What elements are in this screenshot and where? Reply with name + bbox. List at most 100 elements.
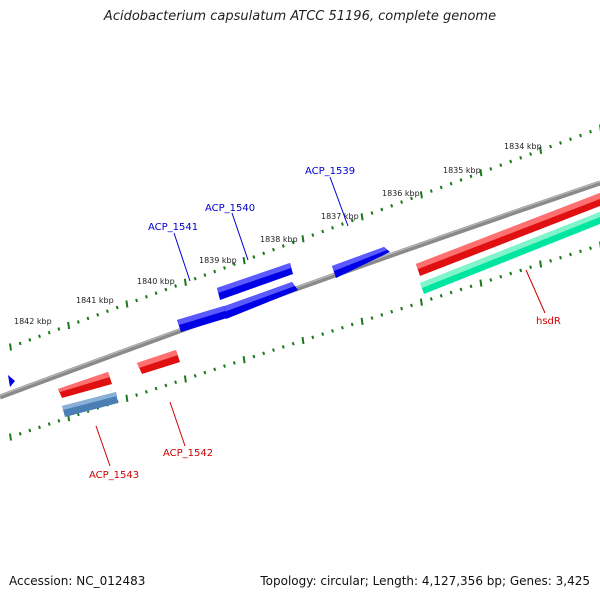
major-tick [419, 191, 423, 199]
minor-tick [499, 274, 503, 279]
minor-tick [144, 294, 148, 299]
minor-tick [509, 271, 513, 276]
minor-tick [105, 309, 109, 314]
minor-tick [272, 348, 275, 352]
label-hsdR[interactable]: hsdR [536, 316, 561, 327]
label-acp-1540[interactable]: ACP_1540 [205, 203, 255, 214]
major-tick [183, 375, 187, 383]
gene-hsdR-rna[interactable] [420, 212, 600, 294]
minor-tick [203, 273, 207, 277]
minor-tick [509, 159, 513, 164]
minor-tick [281, 244, 285, 248]
minor-tick [579, 133, 582, 138]
genome-backbone-highlight [0, 180, 600, 397]
minor-tick [135, 393, 139, 397]
minor-tick [340, 222, 344, 226]
minor-tick [262, 351, 266, 356]
minor-tick [370, 316, 374, 320]
minor-tick [569, 137, 572, 142]
minor-tick [400, 306, 404, 311]
minor-tick [390, 203, 394, 208]
minor-tick [47, 422, 51, 426]
minor-tick [154, 386, 158, 391]
minor-tick [38, 425, 41, 430]
minor-tick [429, 189, 433, 193]
gene-acp-1543-other[interactable] [62, 392, 118, 417]
accession-text: Accession: NC_012483 [9, 574, 146, 588]
gene-hsdR[interactable] [416, 193, 600, 276]
minor-tick [519, 155, 523, 160]
kbp-label-1836: 1836 kbp [382, 189, 420, 198]
minor-tick [252, 354, 256, 359]
minor-tick [154, 291, 158, 296]
label-acp-1542[interactable]: ACP_1542 [163, 448, 213, 459]
minor-tick [519, 268, 523, 273]
leader-acp-1542 [169, 401, 186, 447]
minor-tick [281, 345, 285, 349]
minor-tick [262, 251, 266, 256]
minor-tick [18, 341, 22, 346]
minor-tick [223, 364, 226, 368]
minor-tick [559, 255, 562, 260]
gene-acp-1542[interactable] [137, 350, 180, 374]
gene-edge-marker[interactable] [8, 375, 15, 387]
minor-tick [115, 305, 119, 310]
gene-acp-1540[interactable] [217, 263, 293, 300]
minor-tick [529, 265, 533, 270]
minor-tick [469, 174, 473, 179]
minor-tick [193, 276, 197, 281]
minor-tick [350, 218, 354, 223]
minor-tick [459, 287, 463, 292]
major-tick [9, 343, 12, 351]
kbp-label-1835: 1835 kbp [443, 166, 481, 175]
genome-backbone [0, 180, 600, 400]
minor-tick [559, 141, 562, 145]
minor-tick [331, 329, 334, 333]
kbp-label-1834: 1834 kbp [504, 142, 542, 151]
minor-tick [439, 185, 443, 190]
label-acp-1539[interactable]: ACP_1539 [305, 166, 355, 177]
minor-tick [589, 129, 592, 134]
minor-tick [311, 233, 315, 237]
gene-acp-1541[interactable] [177, 306, 227, 332]
minor-tick [223, 266, 226, 270]
minor-tick [370, 211, 374, 215]
minor-tick [489, 278, 493, 282]
leader-acp-1540 [231, 212, 249, 261]
major-tick [301, 336, 305, 345]
minor-tick [579, 249, 582, 254]
kbp-label-1842: 1842 kbp [14, 317, 52, 326]
gene-acp-1540b[interactable] [222, 282, 298, 319]
leader-acp-1539 [329, 176, 349, 227]
major-tick [125, 394, 129, 402]
major-tick [360, 317, 364, 325]
gene-acp-1543[interactable] [58, 372, 112, 398]
minor-tick [213, 367, 217, 372]
minor-tick [569, 252, 572, 257]
minor-tick [86, 316, 90, 321]
minor-tick [76, 320, 80, 324]
minor-tick [459, 178, 463, 182]
minor-tick [291, 341, 295, 346]
minor-tick [429, 297, 433, 301]
kbp-label-1839: 1839 kbp [199, 256, 237, 265]
minor-tick [144, 389, 148, 394]
minor-tick [340, 325, 344, 330]
label-acp-1543[interactable]: ACP_1543 [89, 470, 139, 481]
leader-hsdR [525, 269, 546, 314]
minor-tick [390, 309, 394, 314]
leader-acp-1541 [173, 232, 191, 282]
map-title: Acidobacterium capsulatum ATCC 51196, co… [103, 9, 497, 24]
minor-tick [135, 298, 139, 303]
major-tick [479, 279, 483, 287]
minor-tick [164, 383, 168, 388]
minor-tick [203, 370, 207, 375]
label-acp-1541[interactable]: ACP_1541 [148, 222, 198, 233]
minor-tick [232, 262, 236, 267]
minor-tick [291, 240, 295, 245]
minor-tick [410, 303, 413, 308]
gene-acp-1539[interactable] [332, 247, 390, 278]
minor-tick [380, 313, 384, 317]
minor-tick [410, 196, 413, 201]
